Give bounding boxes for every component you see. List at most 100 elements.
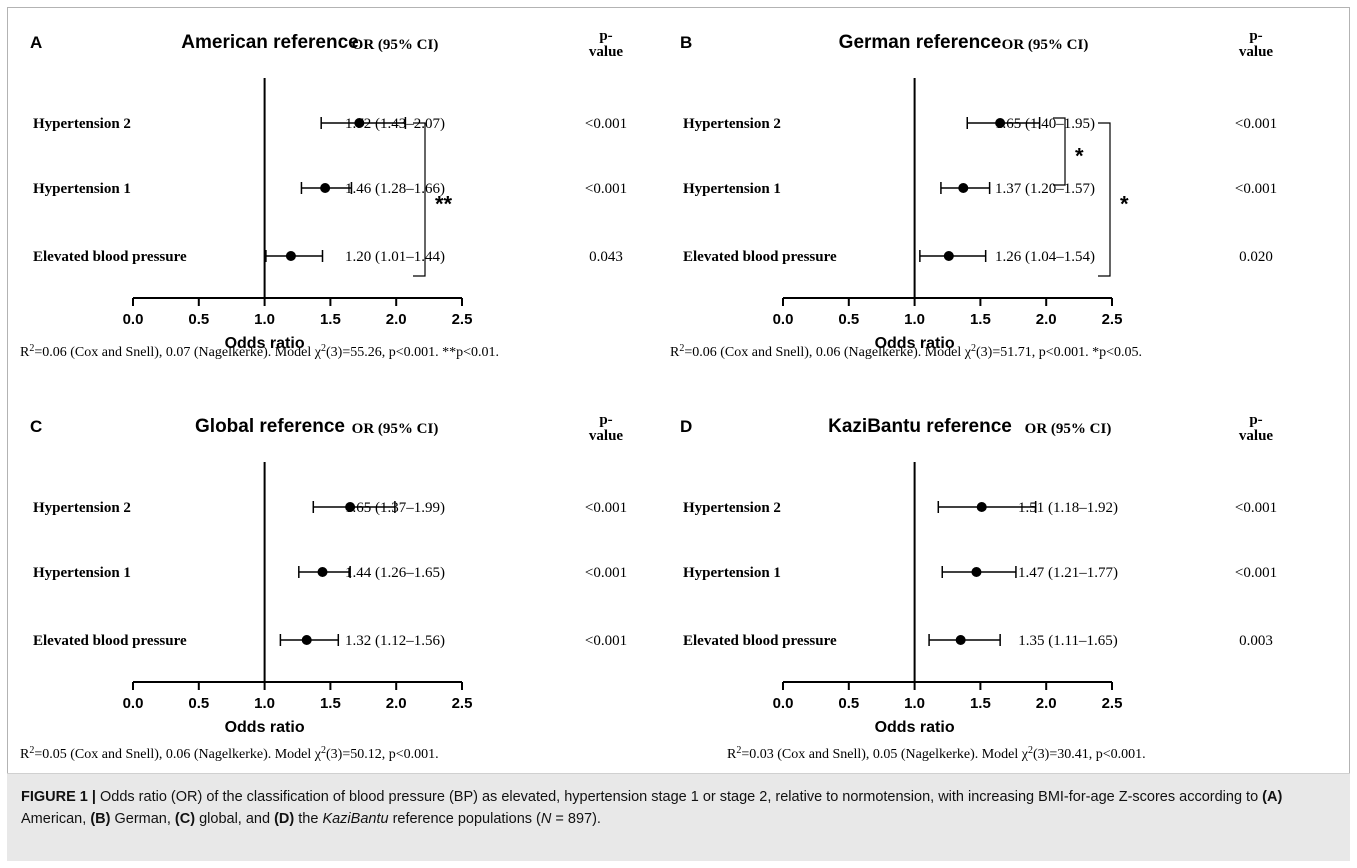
p-value: <0.001 bbox=[1235, 565, 1277, 581]
x-tick-label: 2.5 bbox=[452, 695, 473, 712]
x-tick-label: 0.5 bbox=[188, 311, 209, 328]
forest-plot-b: B German reference OR (95% CI) p-value 0.0 0.… bbox=[670, 28, 1277, 361]
or-value: 1.51 (1.18–1.92) bbox=[1018, 500, 1118, 516]
row-label: Hypertension 2 bbox=[33, 500, 131, 516]
caption-c-label: (C) bbox=[174, 811, 196, 827]
caption-text: global, and bbox=[195, 811, 275, 827]
panel-letter: D bbox=[680, 417, 692, 436]
caption-n: N bbox=[540, 811, 552, 827]
x-axis-title: Odds ratio bbox=[225, 335, 305, 352]
or-value: 1.65 (1.37–1.99) bbox=[345, 500, 445, 516]
significance-bracket bbox=[413, 122, 426, 277]
or-point bbox=[958, 183, 969, 193]
panel-c: C Global reference OR (95% CI) p-value 0.0 0.… bbox=[20, 402, 685, 777]
p-value: <0.001 bbox=[1235, 181, 1277, 197]
x-tick-label: 0.5 bbox=[838, 695, 859, 712]
figure-caption: FIGURE 1 | Odds ratio (OR) of the classi… bbox=[21, 786, 1331, 830]
caption-text: the bbox=[294, 811, 323, 827]
model-note: R2=0.05 (Cox and Snell), 0.06 (Nagelkerk… bbox=[20, 745, 439, 763]
x-tick-label: 0.0 bbox=[773, 311, 794, 328]
x-tick-label: 1.0 bbox=[254, 695, 275, 712]
row-label: Elevated blood pressure bbox=[33, 633, 187, 649]
or-value: 1.72 (1.43–2.07) bbox=[345, 116, 445, 132]
panel-d: D KaziBantu reference OR (95% CI) p-value 0.… bbox=[670, 402, 1335, 777]
caption-text: reference populations ( bbox=[388, 811, 541, 827]
caption-a-label: (A) bbox=[1262, 789, 1283, 805]
x-tick-label: 0.5 bbox=[188, 695, 209, 712]
row-label: Hypertension 2 bbox=[683, 116, 781, 132]
panel-title: Global reference bbox=[195, 416, 345, 437]
or-point bbox=[976, 502, 987, 512]
panel-a: A American reference OR (95% CI) p-value 0.0… bbox=[20, 18, 685, 393]
x-tick-label: 1.0 bbox=[904, 695, 925, 712]
row-label: Elevated blood pressure bbox=[683, 633, 837, 649]
x-axis-title: Odds ratio bbox=[875, 335, 955, 352]
caption-figure-label: FIGURE 1 | bbox=[21, 789, 96, 805]
row-label: Hypertension 1 bbox=[33, 181, 131, 197]
p-value: <0.001 bbox=[585, 633, 627, 649]
or-value: 1.37 (1.20–1.57) bbox=[995, 181, 1095, 197]
model-note: R2=0.03 (Cox and Snell), 0.05 (Nagelkerk… bbox=[727, 745, 1146, 763]
model-note: R2=0.06 (Cox and Snell), 0.06 (Nagelkerk… bbox=[670, 343, 1142, 361]
row-label: Elevated blood pressure bbox=[683, 249, 837, 265]
panel-title: American reference bbox=[181, 32, 358, 53]
or-point bbox=[971, 567, 982, 577]
or-value: 1.47 (1.21–1.77) bbox=[1018, 565, 1118, 581]
caption-text: Odds ratio (OR) of the classification of… bbox=[95, 789, 1263, 805]
p-value: <0.001 bbox=[1235, 500, 1277, 516]
x-tick-label: 2.0 bbox=[386, 695, 407, 712]
or-column-header: OR (95% CI) bbox=[352, 421, 439, 437]
x-tick-label: 1.0 bbox=[904, 311, 925, 328]
panel-letter: A bbox=[30, 33, 42, 52]
p-value: 0.043 bbox=[589, 249, 623, 265]
significance-bracket bbox=[1053, 117, 1066, 186]
caption-d-label: (D) bbox=[274, 811, 295, 827]
or-point bbox=[285, 251, 296, 261]
forest-plot-d: D KaziBantu reference OR (95% CI) p-value 0.… bbox=[680, 412, 1277, 763]
row-label: Hypertension 2 bbox=[33, 116, 131, 132]
or-value: 1.35 (1.11–1.65) bbox=[1018, 633, 1117, 649]
or-point bbox=[320, 183, 331, 193]
p-value: <0.001 bbox=[585, 116, 627, 132]
row-label: Hypertension 1 bbox=[683, 181, 781, 197]
or-point bbox=[955, 635, 966, 645]
or-value: 1.26 (1.04–1.54) bbox=[995, 249, 1095, 265]
row-label: Hypertension 1 bbox=[33, 565, 131, 581]
or-point bbox=[301, 635, 312, 645]
x-axis-title: Odds ratio bbox=[875, 719, 955, 736]
x-tick-label: 2.5 bbox=[1102, 695, 1123, 712]
or-value: 1.20 (1.01–1.44) bbox=[345, 249, 445, 265]
significance-marker: ** bbox=[435, 192, 453, 217]
or-point bbox=[317, 567, 328, 577]
row-label: Hypertension 1 bbox=[683, 565, 781, 581]
caption-b-label: (B) bbox=[90, 811, 111, 827]
x-axis-title: Odds ratio bbox=[225, 719, 305, 736]
x-tick-label: 1.5 bbox=[320, 695, 341, 712]
or-column-header: OR (95% CI) bbox=[1002, 37, 1089, 53]
x-tick-label: 1.5 bbox=[320, 311, 341, 328]
or-value: 1.32 (1.12–1.56) bbox=[345, 633, 445, 649]
x-tick-label: 1.0 bbox=[254, 311, 275, 328]
x-tick-label: 2.0 bbox=[386, 311, 407, 328]
p-value: <0.001 bbox=[585, 565, 627, 581]
significance-marker: * bbox=[1120, 192, 1129, 217]
or-value: 1.65 (1.40–1.95) bbox=[995, 116, 1095, 132]
x-tick-label: 0.0 bbox=[123, 311, 144, 328]
or-column-header: OR (95% CI) bbox=[1025, 421, 1112, 437]
x-tick-label: 2.0 bbox=[1036, 695, 1057, 712]
significance-marker: * bbox=[1075, 144, 1084, 169]
x-tick-label: 1.5 bbox=[970, 311, 991, 328]
p-column-header: p-value bbox=[589, 412, 624, 444]
or-value: 1.44 (1.26–1.65) bbox=[345, 565, 445, 581]
or-point bbox=[943, 251, 954, 261]
panel-title: KaziBantu reference bbox=[828, 416, 1012, 437]
p-value: 0.020 bbox=[1239, 249, 1273, 265]
p-value: <0.001 bbox=[585, 500, 627, 516]
caption-kazibantu: KaziBantu bbox=[322, 811, 389, 827]
p-value: <0.001 bbox=[1235, 116, 1277, 132]
row-label: Elevated blood pressure bbox=[33, 249, 187, 265]
figure-caption-box: FIGURE 1 | Odds ratio (OR) of the classi… bbox=[7, 773, 1350, 861]
panel-letter: B bbox=[680, 33, 692, 52]
x-tick-label: 0.0 bbox=[123, 695, 144, 712]
